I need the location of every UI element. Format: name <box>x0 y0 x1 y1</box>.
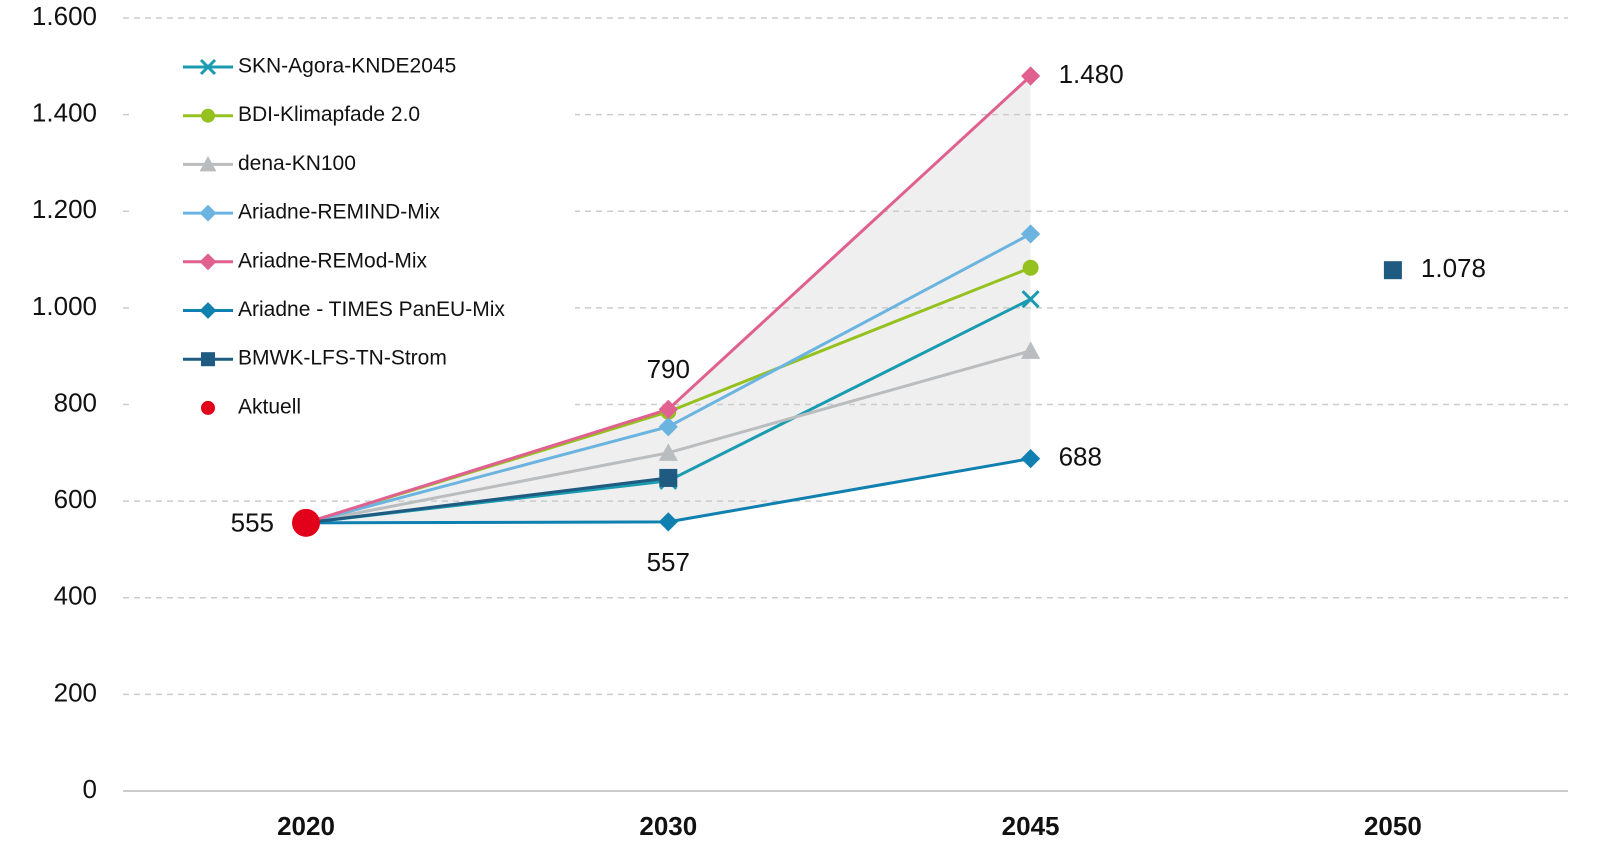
legend-marker <box>199 156 217 172</box>
y-tick-label: 0 <box>83 774 97 804</box>
legend-marker <box>199 204 217 222</box>
legend-label: Ariadne-REMIND-Mix <box>238 201 440 224</box>
legend-label: BDI-Klimapfade 2.0 <box>238 103 420 126</box>
legend-label: dena-KN100 <box>238 152 356 175</box>
data-point <box>1383 261 1402 280</box>
data-point <box>1021 66 1041 86</box>
data-label: 1.480 <box>1059 59 1124 89</box>
y-tick-label: 1.400 <box>32 98 97 128</box>
legend-marker <box>199 253 217 271</box>
y-tick-label: 1.000 <box>32 291 97 321</box>
data-label: 790 <box>647 354 690 384</box>
y-tick-label: 200 <box>54 677 97 707</box>
legend-marker <box>201 108 215 123</box>
data-label: 555 <box>231 508 274 538</box>
y-tick-label: 1.200 <box>32 194 97 224</box>
legend-marker <box>199 58 217 76</box>
legend: SKN-Agora-KNDE2045 BDI-Klimapfade 2.0 dena… <box>130 42 575 427</box>
data-point <box>658 417 678 437</box>
x-tick-label: 2050 <box>1364 811 1422 841</box>
legend-label: BMWK-LFS-TN-Strom <box>238 347 447 370</box>
data-label: 688 <box>1059 441 1102 471</box>
data-point <box>659 468 678 487</box>
data-point <box>658 443 678 461</box>
data-point <box>1021 224 1041 244</box>
y-tick-label: 400 <box>54 581 97 611</box>
y-tick-label: 600 <box>54 484 97 514</box>
legend-marker <box>199 302 217 319</box>
data-point <box>1022 259 1039 276</box>
y-tick-label: 1.600 <box>32 1 97 31</box>
x-tick-label: 2045 <box>1002 811 1060 841</box>
data-point <box>1021 449 1041 469</box>
legend-marker <box>201 352 215 367</box>
data-point <box>1021 290 1040 309</box>
legend-label: SKN-Agora-KNDE2045 <box>238 55 456 78</box>
legend-label: Ariadne - TIMES PanEU-Mix <box>238 298 505 321</box>
legend-label: Aktuell <box>238 395 301 418</box>
data-point <box>658 399 678 419</box>
x-tick-label: 2030 <box>639 811 697 841</box>
legend-label: Ariadne-REMod-Mix <box>238 249 428 272</box>
y-tick-label: 800 <box>54 387 97 417</box>
data-point <box>292 508 320 537</box>
data-point <box>658 512 678 532</box>
data-point <box>1021 341 1041 359</box>
x-tick-label: 2020 <box>277 811 335 841</box>
data-label: 557 <box>647 547 690 577</box>
legend-marker <box>201 400 215 415</box>
data-label: 1.078 <box>1421 253 1486 283</box>
range-area <box>306 75 1031 523</box>
